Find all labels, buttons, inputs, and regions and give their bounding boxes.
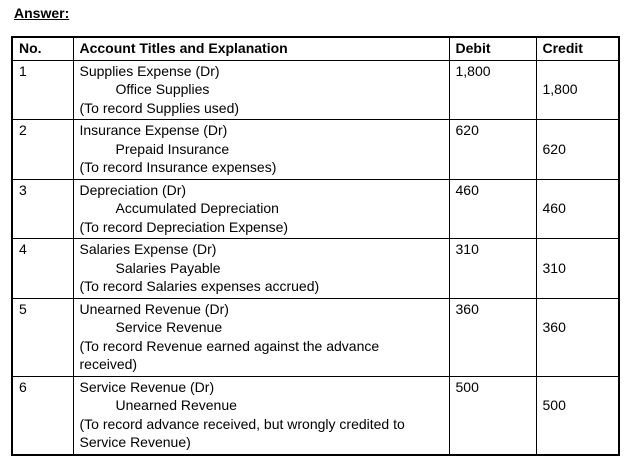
row-number-cell: 5 — [11, 297, 74, 377]
account-line: Depreciation (Dr) — [79, 181, 187, 198]
column-header-account: Account Titles and Explanation — [72, 36, 450, 61]
row-number-cell: 4 — [11, 238, 74, 299]
credit-amount: 500 — [542, 397, 566, 413]
debit-cell: 460 — [448, 178, 537, 239]
table-row: 6 Service Revenue (Dr) Unearned Revenue (To… — [11, 375, 620, 455]
account-cell: Salaries Expense (Dr) Salaries Payable (To… — [72, 238, 450, 299]
credit-amount: 310 — [542, 259, 566, 276]
credit-cell: 1,800 — [535, 59, 620, 120]
table-row: 4 Salaries Expense (Dr) Salaries Payable (T… — [11, 238, 620, 299]
credited-account-line: Accumulated Depreciation — [115, 200, 279, 216]
account-line: Salaries Expense (Dr) — [79, 241, 217, 257]
credit-amount: 620 — [542, 140, 566, 157]
row-number-cell: 6 — [11, 375, 74, 455]
table-row: 2 Insurance Expense (Dr) Prepaid Insurance… — [11, 119, 620, 180]
account-cell: Depreciation (Dr) Accumulated Depreciatio… — [72, 178, 450, 239]
table-row: 1 Supplies Expense (Dr) Office Supplies (To… — [11, 59, 620, 120]
account-line: Insurance Expense (Dr) — [79, 122, 228, 138]
header-row: No. Account Titles and Explanation Debit… — [11, 36, 620, 61]
credit-cell: 310 — [535, 238, 620, 299]
debit-cell: 310 — [448, 238, 537, 299]
credit-cell: 460 — [535, 178, 620, 239]
debit-amount: 620 — [455, 122, 479, 138]
account-cell: Unearned Revenue (Dr) Service Revenue (To … — [72, 297, 450, 377]
debit-cell: 500 — [448, 375, 537, 455]
credited-account-line: Service Revenue — [115, 319, 223, 335]
account-cell: Service Revenue (Dr) Unearned Revenue (To … — [72, 375, 450, 455]
table-row: 5 Unearned Revenue (Dr) Service Revenue (To… — [11, 297, 620, 377]
credited-account-line: Office Supplies — [115, 81, 210, 97]
account-line: (To record Salaries expenses accrued) — [79, 278, 320, 294]
table-header: No. Account Titles and Explanation Debit… — [11, 36, 620, 61]
journal-entries-table: No. Account Titles and Explanation Debit… — [11, 36, 620, 456]
debit-cell: 1,800 — [448, 59, 537, 120]
credited-account-line: Salaries Payable — [115, 259, 221, 276]
answer-heading: Answer: — [14, 5, 70, 21]
account-line: (To record Supplies used) — [79, 99, 240, 116]
account-cell: Supplies Expense (Dr) Office Supplies (To … — [72, 59, 450, 120]
row-number-cell: 1 — [11, 59, 74, 120]
credited-account-line: Unearned Revenue — [115, 397, 237, 413]
debit-amount: 310 — [455, 241, 479, 257]
credit-cell: 500 — [535, 375, 620, 455]
journal-rows: 1 Supplies Expense (Dr) Office Supplies (To… — [11, 59, 620, 455]
debit-cell: 620 — [448, 119, 537, 180]
credit-amount: 360 — [542, 319, 566, 335]
account-line: Service Revenue (Dr) — [79, 378, 215, 395]
debit-amount: 360 — [455, 300, 479, 317]
account-line: (To record advance received, but wrongly… — [79, 415, 405, 432]
account-line: Unearned Revenue (Dr) — [79, 300, 229, 317]
account-line: Service Revenue) — [79, 434, 191, 450]
row-number-cell: 3 — [11, 178, 74, 239]
account-line: received) — [79, 356, 138, 372]
column-header-credit: Credit — [535, 36, 620, 61]
table-row: 3 Depreciation (Dr) Accumulated Depreciati… — [11, 178, 620, 239]
debit-cell: 360 — [448, 297, 537, 377]
account-line: Supplies Expense (Dr) — [79, 62, 220, 79]
account-line: (To record Revenue earned against the ad… — [79, 337, 380, 354]
row-number-cell: 2 — [11, 119, 74, 180]
account-line: (To record Depreciation Expense) — [79, 218, 289, 235]
column-header-debit: Debit — [448, 36, 537, 61]
credit-amount: 460 — [542, 200, 566, 216]
debit-amount: 500 — [455, 378, 479, 395]
debit-amount: 1,800 — [455, 62, 491, 79]
account-cell: Insurance Expense (Dr) Prepaid Insurance (… — [72, 119, 450, 180]
account-line: (To record Insurance expenses) — [79, 159, 277, 175]
credit-cell: 360 — [535, 297, 620, 377]
column-header-no: No. — [11, 36, 74, 61]
debit-amount: 460 — [455, 181, 479, 198]
credit-amount: 1,800 — [542, 81, 578, 97]
credit-cell: 620 — [535, 119, 620, 180]
credited-account-line: Prepaid Insurance — [115, 140, 230, 157]
